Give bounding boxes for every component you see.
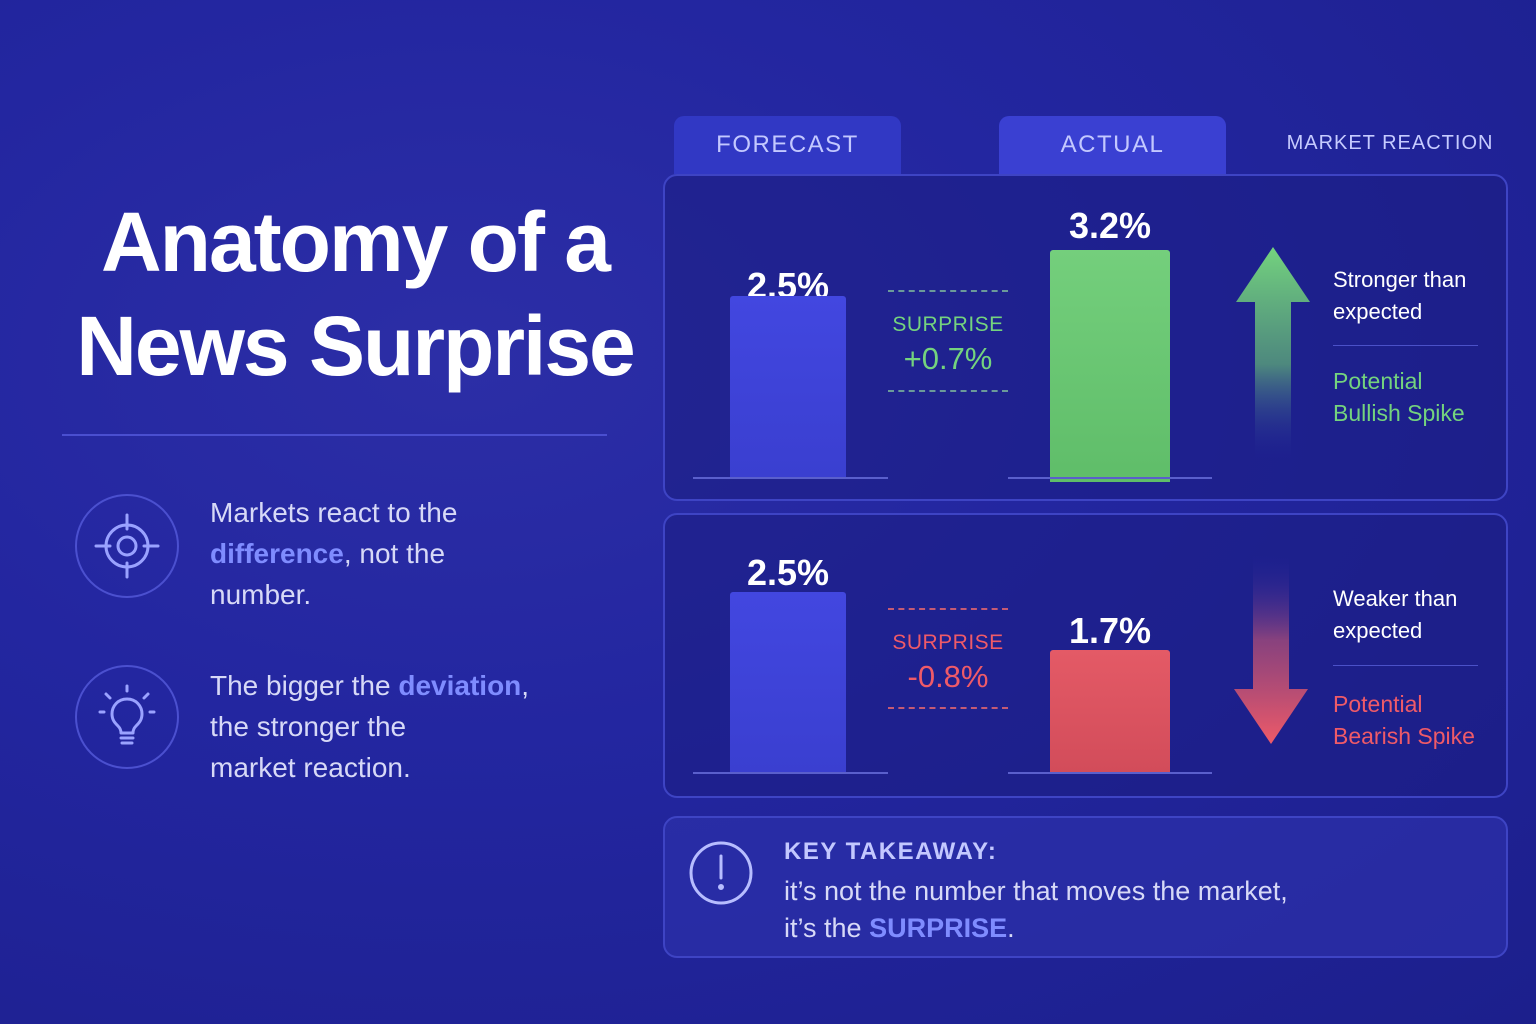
baseline-forecast-2 bbox=[693, 772, 888, 774]
point-2-highlight: deviation bbox=[398, 670, 522, 701]
reaction-separator-1 bbox=[1333, 345, 1478, 346]
target-icon bbox=[75, 494, 179, 598]
surprise-dash-top-1 bbox=[888, 290, 1008, 292]
actual-value-label-1: 3.2% bbox=[1068, 205, 1152, 246]
forecast-bar-1 bbox=[730, 296, 846, 477]
surprise-dash-bottom-1 bbox=[888, 390, 1008, 392]
surprise-dash-top-2 bbox=[888, 608, 1008, 610]
baseline-actual-2 bbox=[1008, 772, 1212, 774]
point-markets-react: Markets react to the difference, not the… bbox=[210, 492, 570, 615]
forecast-bar-2 bbox=[730, 592, 846, 773]
arrow-up-icon bbox=[1234, 245, 1312, 465]
reaction-desc-1-line-1: Stronger than bbox=[1333, 267, 1467, 292]
reaction-desc-1-line-2: expected bbox=[1333, 299, 1423, 324]
reaction-outcome-1-line-1: Potential bbox=[1333, 368, 1423, 394]
point-2-pre: The bigger the bbox=[210, 670, 391, 701]
key-takeaway-highlight: SURPRISE bbox=[869, 913, 1008, 943]
surprise-label-2: SURPRISE bbox=[892, 631, 1004, 654]
key-takeaway-panel bbox=[663, 816, 1508, 958]
reaction-separator-2 bbox=[1333, 665, 1478, 666]
reaction-outcome-1: Potential Bullish Spike bbox=[1333, 365, 1513, 429]
title-line-2: News Surprise bbox=[76, 299, 636, 393]
key-takeaway-line-2-pre: it’s the bbox=[784, 913, 862, 943]
point-1-post: , not the bbox=[343, 538, 446, 569]
point-1-highlight: difference bbox=[210, 538, 344, 569]
page-title: Anatomy of a News Surprise bbox=[60, 190, 650, 398]
lightbulb-icon bbox=[75, 665, 179, 769]
point-bigger-deviation: The bigger the deviation, the stronger t… bbox=[210, 665, 570, 788]
reaction-outcome-2-line-1: Potential bbox=[1333, 691, 1423, 717]
reaction-desc-2-line-1: Weaker than bbox=[1333, 586, 1458, 611]
actual-bar-1 bbox=[1050, 250, 1170, 482]
title-divider bbox=[62, 434, 607, 436]
key-takeaway-heading: KEY TAKEAWAY: bbox=[784, 838, 998, 865]
point-1-line-2: difference, not the bbox=[210, 533, 570, 574]
point-1-line-1: Markets react to the bbox=[210, 497, 458, 528]
exclamation-icon bbox=[688, 840, 754, 911]
actual-value-label-2: 1.7% bbox=[1068, 610, 1152, 651]
tab-forecast: FORECAST bbox=[674, 116, 901, 174]
forecast-value-label-2: 2.5% bbox=[746, 552, 830, 593]
point-2-post: , bbox=[521, 670, 530, 701]
surprise-value-2: -0.8% bbox=[907, 659, 989, 694]
key-takeaway-line-2: it’s the SURPRISE. bbox=[784, 913, 1015, 944]
arrow-down-icon bbox=[1232, 555, 1310, 752]
reaction-outcome-2-line-2: Bearish Spike bbox=[1333, 723, 1475, 749]
tab-market-reaction: MARKET REACTION bbox=[1286, 132, 1494, 154]
reaction-desc-1: Stronger than expected bbox=[1333, 264, 1503, 328]
reaction-desc-2-line-2: expected bbox=[1333, 618, 1423, 643]
key-takeaway-line-1: it’s not the number that moves the marke… bbox=[784, 876, 1288, 906]
surprise-dash-bottom-2 bbox=[888, 707, 1008, 709]
surprise-value-1: +0.7% bbox=[903, 341, 993, 376]
point-1-line-3: number. bbox=[210, 579, 312, 610]
surprise-label-1: SURPRISE bbox=[892, 313, 1004, 336]
point-2-line-1: The bigger the deviation, bbox=[210, 665, 570, 706]
point-2-line-2: the stronger the bbox=[210, 711, 407, 742]
tab-actual: ACTUAL bbox=[999, 116, 1226, 174]
baseline-forecast-1 bbox=[693, 477, 888, 479]
title-line-1: Anatomy of a bbox=[100, 195, 611, 289]
point-2-line-3: market reaction. bbox=[210, 752, 411, 783]
baseline-actual-1 bbox=[1008, 477, 1212, 479]
actual-bar-2 bbox=[1050, 650, 1170, 773]
reaction-outcome-1-line-2: Bullish Spike bbox=[1333, 400, 1465, 426]
reaction-outcome-2: Potential Bearish Spike bbox=[1333, 688, 1513, 752]
key-takeaway-line-2-post: . bbox=[1007, 913, 1015, 943]
reaction-desc-2: Weaker than expected bbox=[1333, 583, 1503, 647]
